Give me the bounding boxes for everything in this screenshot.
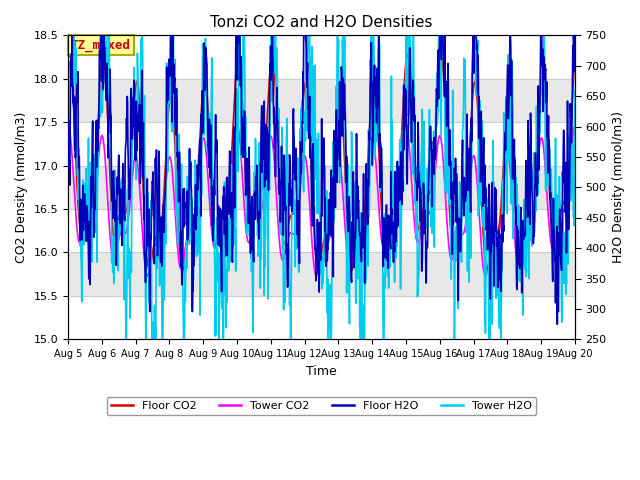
Y-axis label: H2O Density (mmol/m3): H2O Density (mmol/m3)	[612, 111, 625, 264]
Floor CO2	[65, 50, 73, 56]
Floor CO2	[517, 268, 525, 274]
Line: Floor CO2: Floor CO2	[68, 53, 575, 271]
Floor CO2	[234, 52, 242, 58]
Tower H2O	[122, 336, 130, 342]
Floor CO2	[400, 84, 408, 89]
Tower H2O	[165, 80, 173, 85]
Tower CO2	[64, 122, 72, 128]
Tower CO2	[400, 131, 408, 136]
Line: Tower H2O: Tower H2O	[68, 36, 575, 339]
Floor CO2	[467, 132, 474, 138]
Floor H2O	[511, 158, 519, 164]
X-axis label: Time: Time	[306, 365, 337, 378]
Bar	[68, 122, 575, 166]
Line: Tower CO2: Tower CO2	[68, 124, 575, 276]
Title: Tonzi CO2 and H2O Densities: Tonzi CO2 and H2O Densities	[210, 15, 433, 30]
Tower CO2	[144, 273, 152, 278]
Floor CO2	[511, 195, 519, 201]
Tower H2O	[65, 33, 72, 38]
Floor H2O	[177, 228, 185, 234]
Tower CO2	[403, 121, 410, 127]
Floor H2O	[571, 33, 579, 38]
Floor H2O	[234, 33, 242, 38]
Floor CO2	[177, 262, 185, 267]
Line: Floor H2O: Floor H2O	[68, 36, 575, 324]
Tower H2O	[401, 108, 408, 114]
Bar	[68, 79, 575, 122]
Floor H2O	[64, 126, 72, 132]
Tower H2O	[511, 162, 519, 168]
Tower H2O	[178, 161, 186, 167]
Floor H2O	[467, 198, 474, 204]
Floor H2O	[400, 147, 408, 153]
Tower CO2	[165, 156, 173, 161]
Floor H2O	[165, 67, 173, 73]
Bar	[68, 166, 575, 209]
Tower H2O	[571, 87, 579, 93]
Floor CO2	[165, 105, 173, 111]
Tower CO2	[571, 122, 579, 128]
Legend: Floor CO2, Tower CO2, Floor H2O, Tower H2O: Floor CO2, Tower CO2, Floor H2O, Tower H…	[107, 396, 536, 416]
Bar	[68, 36, 575, 79]
Bar	[68, 252, 575, 296]
Tower CO2	[511, 243, 519, 249]
Text: TZ_mixed: TZ_mixed	[71, 38, 131, 52]
Y-axis label: CO2 Density (mmol/m3): CO2 Density (mmol/m3)	[15, 112, 28, 263]
Floor H2O	[554, 321, 561, 327]
Tower CO2	[234, 123, 242, 129]
Tower H2O	[64, 36, 72, 42]
Tower H2O	[234, 168, 242, 174]
Tower H2O	[467, 255, 474, 261]
Bar	[68, 296, 575, 339]
Bar	[68, 209, 575, 252]
Tower CO2	[467, 170, 474, 176]
Floor CO2	[64, 58, 72, 63]
Floor H2O	[68, 33, 76, 38]
Floor CO2	[571, 58, 579, 63]
Tower CO2	[177, 266, 185, 272]
